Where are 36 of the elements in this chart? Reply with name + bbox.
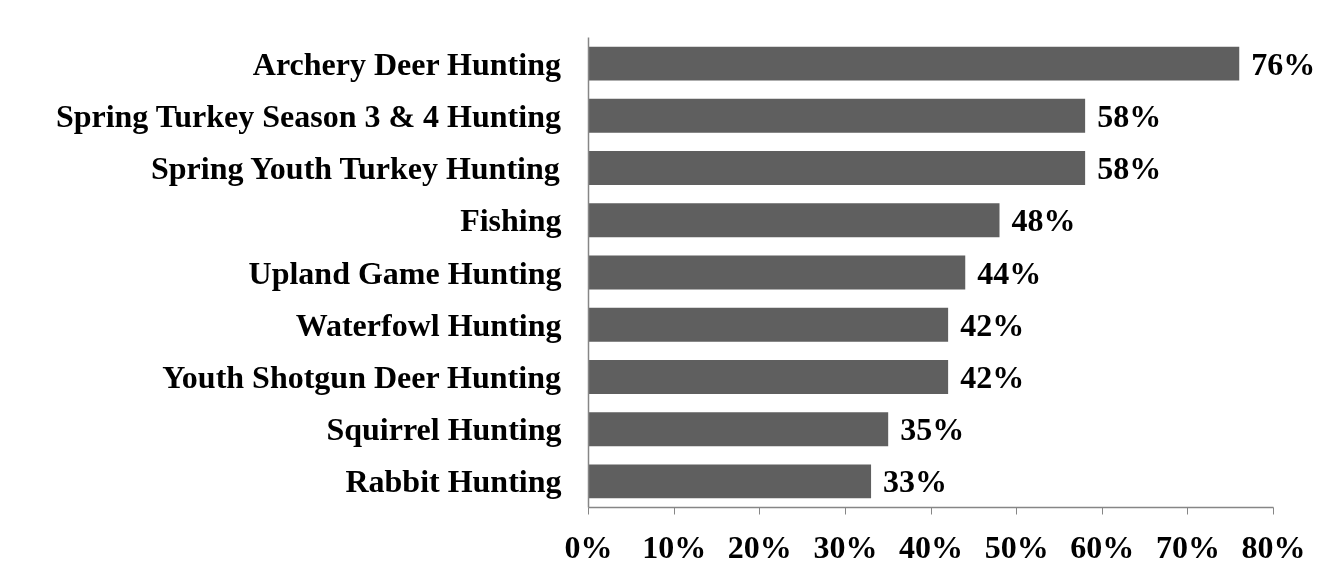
data-label: 44%: [977, 254, 1042, 291]
x-tick-label: 80%: [1241, 528, 1306, 565]
data-label: 42%: [960, 306, 1025, 343]
data-label: 42%: [960, 358, 1025, 395]
bar: [588, 203, 1000, 238]
y-tick-label: Squirrel Hunting: [326, 411, 562, 448]
bar: [588, 46, 1240, 81]
y-tick-label: Rabbit Hunting: [345, 463, 562, 500]
y-tick-label: Spring Youth Turkey Hunting: [150, 150, 560, 187]
bar: [588, 464, 872, 499]
x-tick-label: 20%: [727, 528, 792, 565]
bar: [588, 151, 1086, 186]
x-tick-label: 60%: [1070, 528, 1135, 565]
data-label: 33%: [883, 463, 948, 500]
data-label: 48%: [1011, 202, 1076, 239]
data-label: 58%: [1097, 97, 1162, 134]
x-tick-label: 30%: [813, 528, 878, 565]
x-tick-label: 50%: [984, 528, 1049, 565]
bar: [588, 255, 966, 290]
x-tick-label: 0%: [564, 528, 613, 565]
y-tick-label: Spring Turkey Season 3 & 4 Hunting: [55, 97, 561, 134]
data-label: 76%: [1251, 45, 1316, 82]
data-label: 35%: [900, 411, 965, 448]
bar: [588, 412, 889, 447]
bar: [588, 359, 949, 394]
x-tick-label: 10%: [642, 528, 707, 565]
x-tick-label: 40%: [899, 528, 963, 565]
y-tick-label: Waterfowl Hunting: [295, 306, 562, 343]
bar: [588, 98, 1086, 133]
y-tick-label: Youth Shotgun Deer Hunting: [162, 358, 561, 395]
x-tick-label: 70%: [1155, 528, 1220, 565]
y-tick-label: Archery Deer Hunting: [252, 45, 561, 82]
y-tick-label: Fishing: [460, 202, 562, 239]
bar: [588, 307, 949, 342]
data-label: 58%: [1097, 150, 1162, 187]
y-tick-label: Upland Game Hunting: [248, 254, 562, 291]
